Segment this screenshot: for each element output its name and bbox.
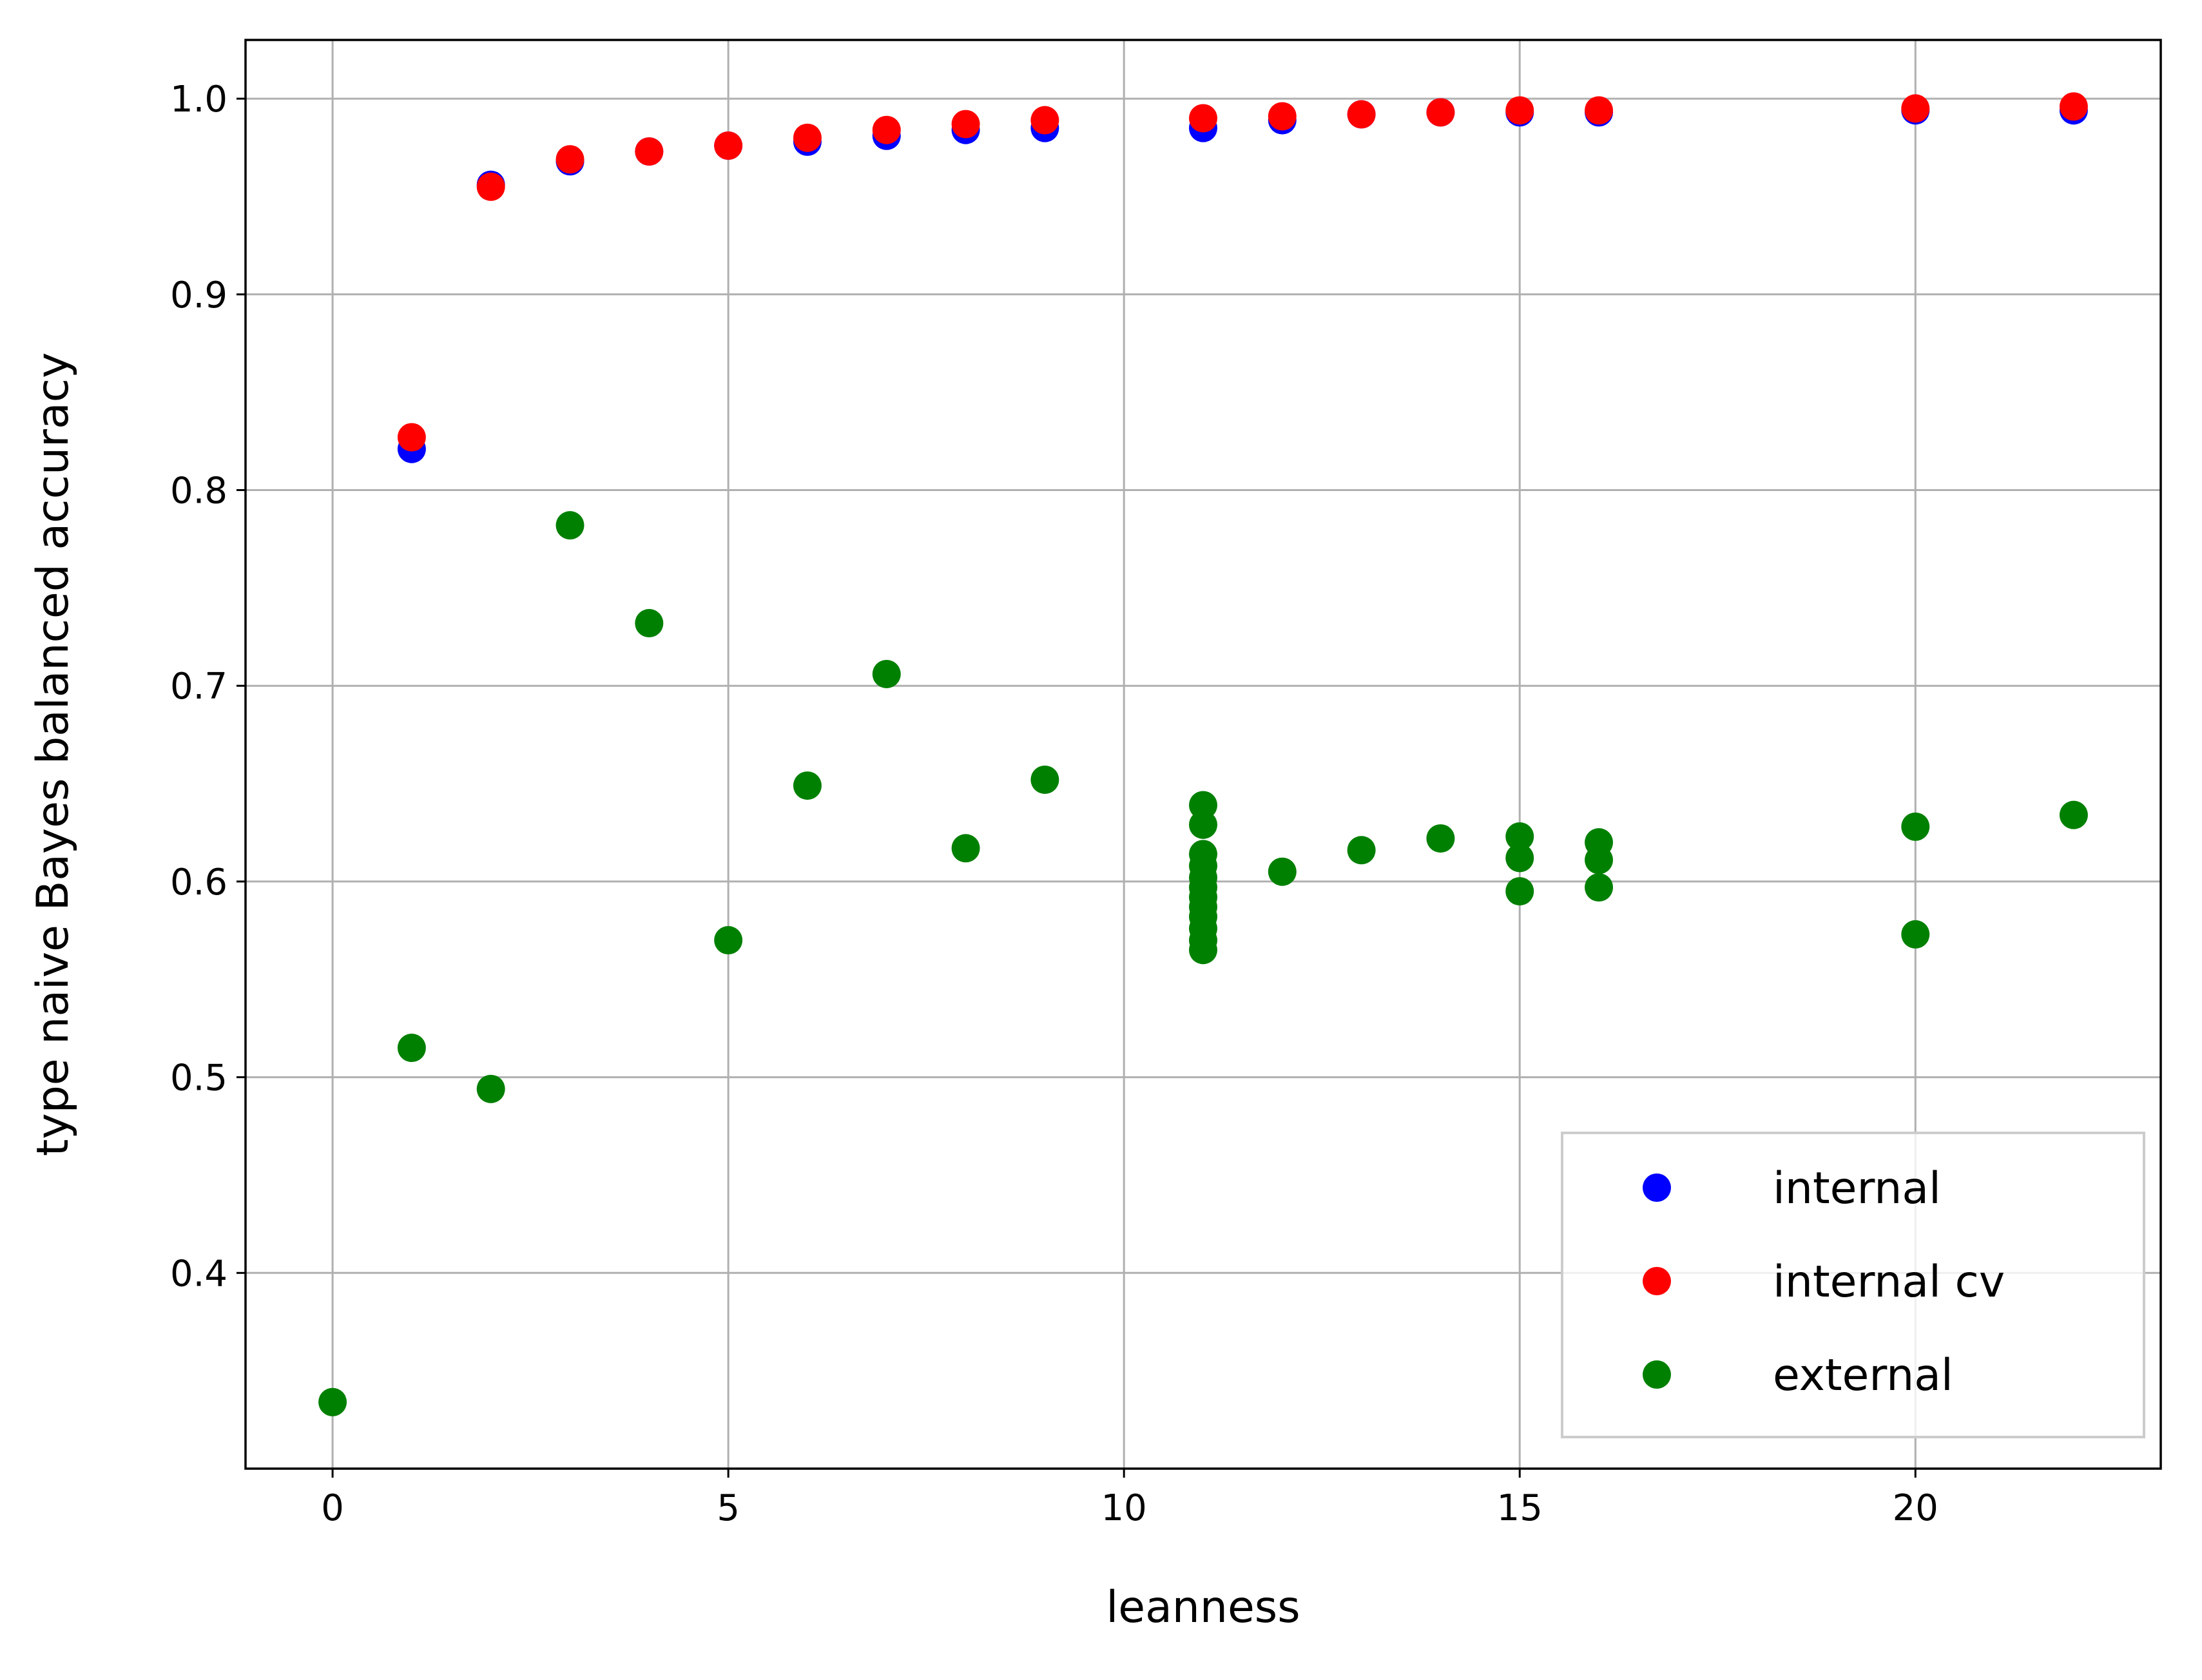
point-internal-cv bbox=[714, 131, 743, 160]
y-tick-label: 0.7 bbox=[170, 666, 227, 708]
y-tick-label: 0.8 bbox=[170, 470, 227, 512]
point-external bbox=[1189, 810, 1217, 839]
point-internal-cv bbox=[1347, 100, 1376, 129]
axis-ticks: 0 5 10 15 20 0.4 0.5 0.6 0.7 0.8 0.9 1.0 bbox=[170, 79, 1938, 1529]
point-internal-cv bbox=[951, 110, 980, 139]
point-external bbox=[1505, 877, 1534, 906]
point-external bbox=[397, 1034, 426, 1063]
grid-lines bbox=[246, 40, 2161, 1469]
x-tick-label: 15 bbox=[1497, 1487, 1543, 1529]
point-internal-cv bbox=[1585, 96, 1614, 125]
point-internal-cv bbox=[2059, 92, 2088, 121]
point-external bbox=[1901, 920, 1930, 949]
x-tick-label: 10 bbox=[1101, 1487, 1147, 1529]
point-external bbox=[1268, 857, 1297, 886]
point-external bbox=[1585, 845, 1614, 874]
x-axis-label: leanness bbox=[1106, 1582, 1300, 1633]
legend-marker bbox=[1643, 1267, 1671, 1295]
legend-label: external bbox=[1773, 1350, 1953, 1401]
point-external bbox=[476, 1074, 505, 1103]
point-internal-cv bbox=[555, 145, 584, 174]
y-tick-label: 1.0 bbox=[170, 79, 227, 121]
plot-frame bbox=[244, 39, 2162, 1470]
legend-marker bbox=[1643, 1173, 1671, 1202]
point-internal-cv bbox=[1901, 94, 1930, 123]
point-external bbox=[1505, 844, 1534, 873]
point-external bbox=[635, 609, 664, 638]
point-internal-cv bbox=[476, 172, 505, 201]
point-external bbox=[555, 511, 584, 540]
point-external bbox=[714, 926, 743, 955]
y-tick-label: 0.5 bbox=[170, 1057, 227, 1099]
y-axis-label: type naive Bayes balanced accuracy bbox=[28, 352, 79, 1157]
point-internal-cv bbox=[872, 115, 901, 144]
point-internal-cv bbox=[1426, 98, 1455, 127]
y-tick-label: 0.9 bbox=[170, 275, 227, 316]
point-internal-cv bbox=[635, 137, 664, 166]
point-external bbox=[1030, 765, 1059, 794]
point-internal-cv bbox=[1189, 104, 1217, 133]
point-internal-cv bbox=[397, 423, 426, 452]
x-tick-label: 0 bbox=[321, 1487, 344, 1529]
point-external bbox=[318, 1387, 347, 1416]
legend-marker bbox=[1643, 1360, 1671, 1389]
data-points bbox=[318, 92, 2088, 1416]
point-external bbox=[872, 659, 901, 688]
point-external bbox=[951, 834, 980, 863]
point-internal-cv bbox=[1505, 96, 1534, 125]
point-external bbox=[1426, 824, 1455, 853]
x-tick-label: 5 bbox=[717, 1487, 740, 1529]
point-internal-cv bbox=[1268, 102, 1297, 131]
point-external bbox=[1189, 936, 1217, 965]
point-external bbox=[793, 771, 822, 800]
point-external bbox=[1347, 836, 1376, 865]
point-external bbox=[1189, 791, 1217, 820]
point-external bbox=[2059, 800, 2088, 829]
point-external bbox=[1901, 812, 1930, 841]
y-tick-label: 0.4 bbox=[170, 1253, 227, 1295]
legend-label: internal bbox=[1773, 1163, 1941, 1214]
point-external bbox=[1505, 822, 1534, 851]
x-tick-label: 20 bbox=[1893, 1487, 1938, 1529]
point-internal-cv bbox=[793, 123, 822, 152]
point-external bbox=[1585, 873, 1614, 902]
point-internal-cv bbox=[1030, 106, 1059, 135]
legend-label: internal cv bbox=[1773, 1257, 2005, 1308]
legend: internal internal cv external bbox=[1561, 1132, 2145, 1438]
y-tick-label: 0.6 bbox=[170, 862, 227, 903]
